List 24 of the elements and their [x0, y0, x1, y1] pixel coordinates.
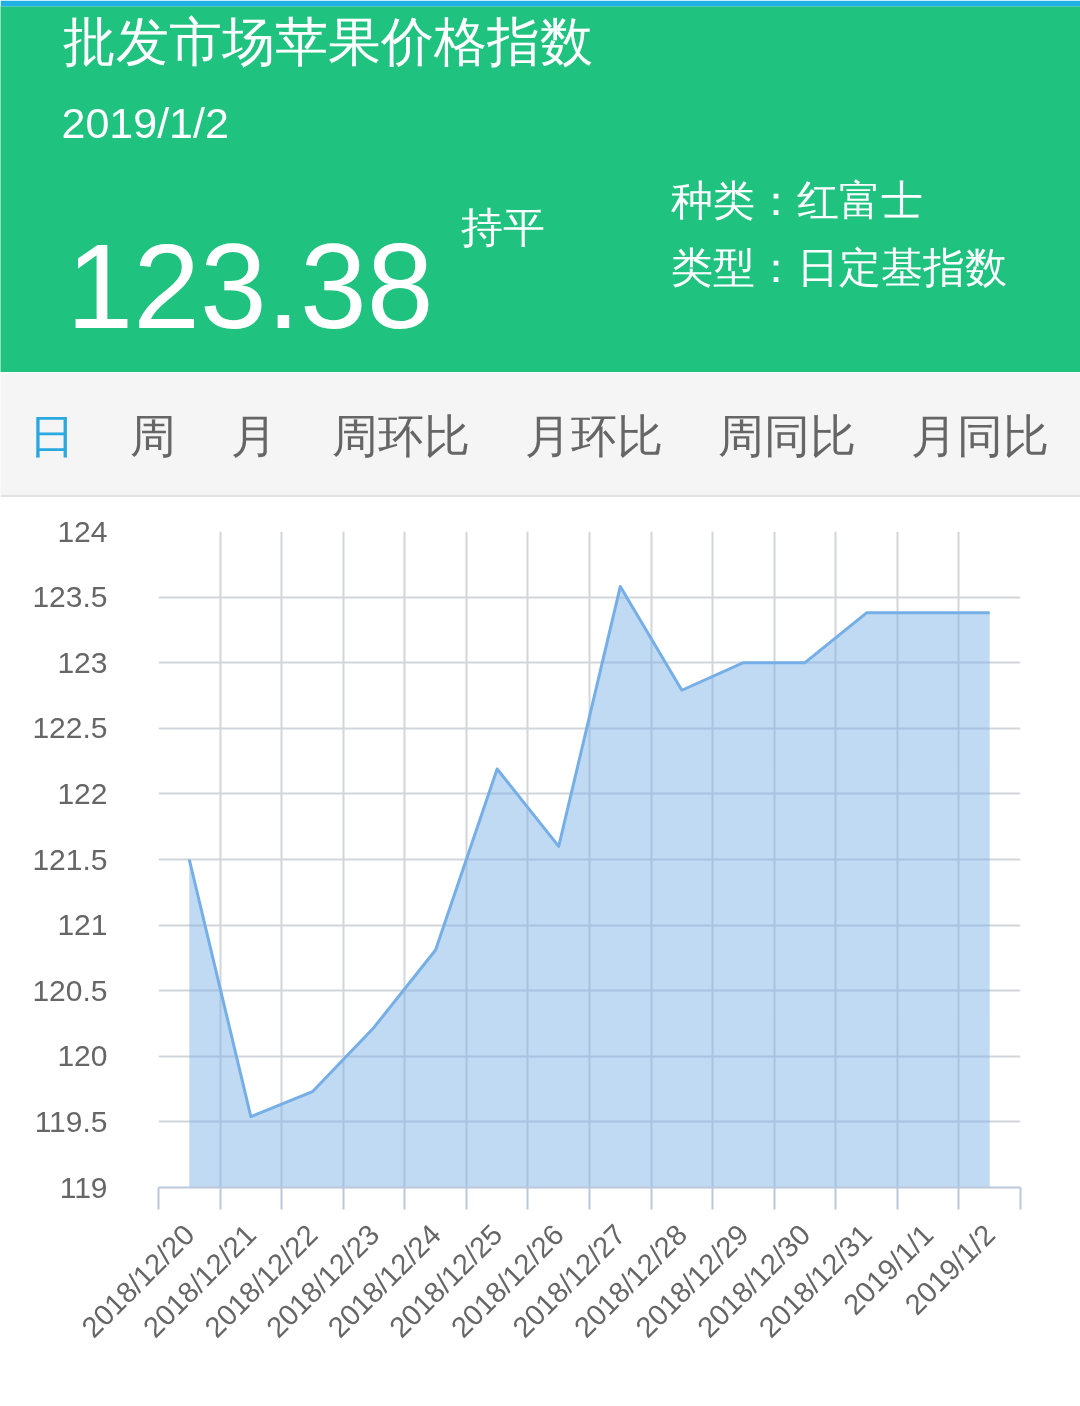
- y-tick-label: 119.5: [34, 1104, 108, 1138]
- y-tick-label: 121: [57, 908, 108, 942]
- chart-subtitle: 2019/1/2: [61, 98, 229, 147]
- y-tick-label: 120.5: [32, 973, 108, 1007]
- text: 月环比: [524, 409, 663, 462]
- chart-title: 批发市场苹果价格指数: [62, 12, 593, 71]
- text: 月同比: [910, 409, 1049, 462]
- text: 周同比: [717, 409, 856, 462]
- text: 日: [28, 409, 75, 462]
- text: 月: [230, 409, 277, 462]
- y-tick-label: 124: [57, 514, 108, 548]
- text: 周: [129, 409, 176, 462]
- y-tick-label: 122: [57, 776, 108, 810]
- y-tick-label: 121.5: [32, 842, 108, 876]
- text: 123.38: [66, 219, 434, 353]
- y-tick-label: 123.5: [32, 580, 108, 614]
- text: 周环比: [331, 409, 470, 462]
- y-tick-label: 123: [57, 645, 108, 679]
- y-tick-label: 119: [59, 1170, 108, 1204]
- text: 种类：红富士: [670, 177, 923, 224]
- text: 类型：日定基指数: [670, 244, 1007, 291]
- y-tick-label: 122.5: [32, 711, 108, 745]
- text: 持平: [460, 204, 545, 251]
- y-tick-label: 120: [57, 1039, 108, 1073]
